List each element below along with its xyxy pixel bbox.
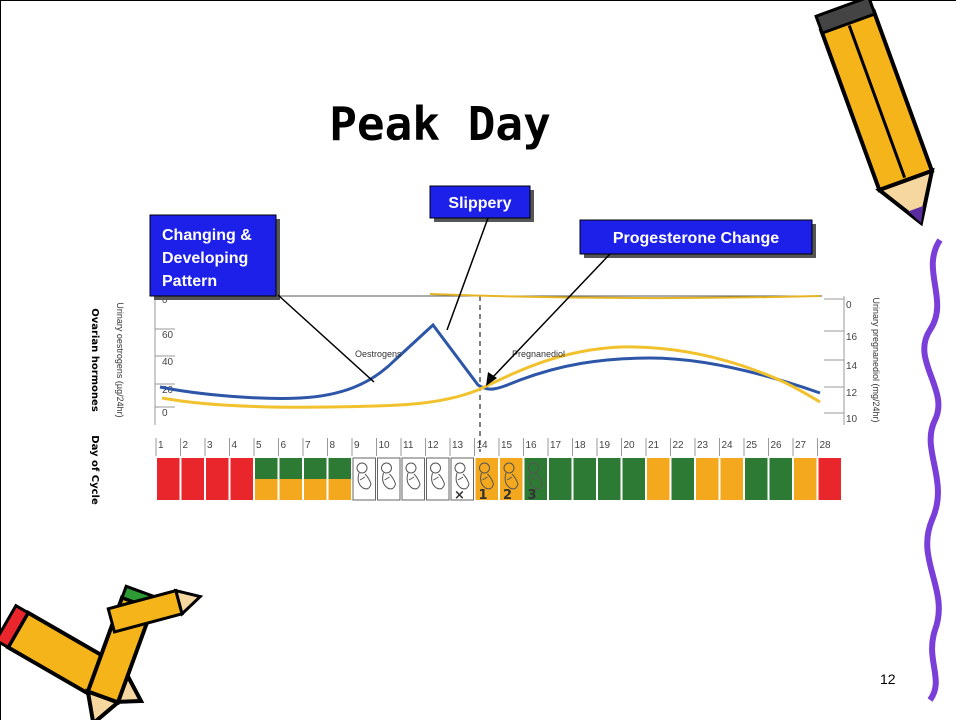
day-cell xyxy=(231,458,254,500)
day-number: 4 xyxy=(232,440,238,451)
day-number: 24 xyxy=(722,440,734,451)
day-cell xyxy=(304,458,327,479)
curve-label: Pregnanediol xyxy=(512,349,565,359)
figure-label: 1 xyxy=(479,488,488,503)
day-number: 17 xyxy=(550,440,562,451)
slide: Peak Day Ovarian hormones Urinary oestro… xyxy=(0,0,956,720)
day-number: 8 xyxy=(330,440,336,451)
day-number: 16 xyxy=(526,440,538,451)
day-number: 26 xyxy=(771,440,783,451)
day-cell xyxy=(280,479,303,500)
day-number: 11 xyxy=(403,440,414,451)
day-number: 25 xyxy=(746,440,758,451)
day-number: 18 xyxy=(575,440,587,451)
day-cell xyxy=(206,458,229,500)
day-number: 21 xyxy=(648,440,660,451)
day-cell xyxy=(721,458,744,500)
left-tick-label: 60 xyxy=(162,330,174,341)
day-cell xyxy=(402,458,425,500)
day-cell xyxy=(794,458,817,500)
section-label: Ovarian hormones xyxy=(89,308,100,412)
day-cell xyxy=(329,458,352,479)
day-cell xyxy=(353,458,376,500)
day-number: 1 xyxy=(158,440,164,451)
left-tick-label: 40 xyxy=(162,357,174,368)
figure-label: 3 xyxy=(528,488,537,503)
day-number: 20 xyxy=(624,440,636,451)
day-cell xyxy=(745,458,768,500)
day-number: 6 xyxy=(281,440,287,451)
day-cell xyxy=(623,458,646,500)
day-cell xyxy=(770,458,793,500)
title: Peak Day xyxy=(329,97,551,151)
day-number: 19 xyxy=(599,440,611,451)
day-number: 10 xyxy=(379,440,391,451)
day-cell xyxy=(598,458,621,500)
day-cell xyxy=(255,458,278,479)
callout-text: Progesterone Change xyxy=(613,230,779,247)
day-cell xyxy=(329,479,352,500)
day-number: 9 xyxy=(354,440,360,451)
right-tick-label: 14 xyxy=(846,361,858,372)
right-tick-label: 16 xyxy=(846,332,858,343)
day-number: 7 xyxy=(305,440,311,451)
day-cell xyxy=(574,458,597,500)
callout-text: Slippery xyxy=(448,195,511,212)
day-cell xyxy=(647,458,670,500)
day-cell xyxy=(696,458,719,500)
cycle-label: Day of Cycle xyxy=(89,435,100,505)
day-number: 23 xyxy=(697,440,709,451)
curve-label: Oestrogens xyxy=(355,349,402,359)
day-number: 14 xyxy=(477,440,489,451)
day-number: 15 xyxy=(501,440,513,451)
day-number: 27 xyxy=(795,440,807,451)
day-number: 22 xyxy=(673,440,685,451)
right-tick-label: 12 xyxy=(846,388,858,399)
day-number: 28 xyxy=(820,440,832,451)
figure-label: 2 xyxy=(503,488,512,503)
day-cell xyxy=(427,458,450,500)
day-number: 13 xyxy=(452,440,464,451)
day-number: 5 xyxy=(256,440,262,451)
day-cell xyxy=(280,458,303,479)
right-tick-label: 10 xyxy=(846,414,858,425)
day-cell xyxy=(819,458,842,500)
figure-label: × xyxy=(454,488,465,503)
day-cell xyxy=(182,458,205,500)
left-tick-label: 0 xyxy=(162,408,168,419)
day-cell xyxy=(672,458,695,500)
day-number: 2 xyxy=(183,440,189,451)
page-number: 12 xyxy=(880,671,896,687)
day-cell xyxy=(157,458,180,500)
day-cell xyxy=(255,479,278,500)
day-cell xyxy=(549,458,572,500)
right-tick-label: 0 xyxy=(846,300,852,311)
day-cell xyxy=(304,479,327,500)
day-number: 3 xyxy=(207,440,213,451)
y-label-right: Urinary pregnanediol (mg/24hr) xyxy=(871,297,881,422)
day-number: 12 xyxy=(428,440,440,451)
y-label-left: Urinary oestrogens (µg/24hr) xyxy=(115,302,125,417)
day-cell xyxy=(378,458,401,500)
